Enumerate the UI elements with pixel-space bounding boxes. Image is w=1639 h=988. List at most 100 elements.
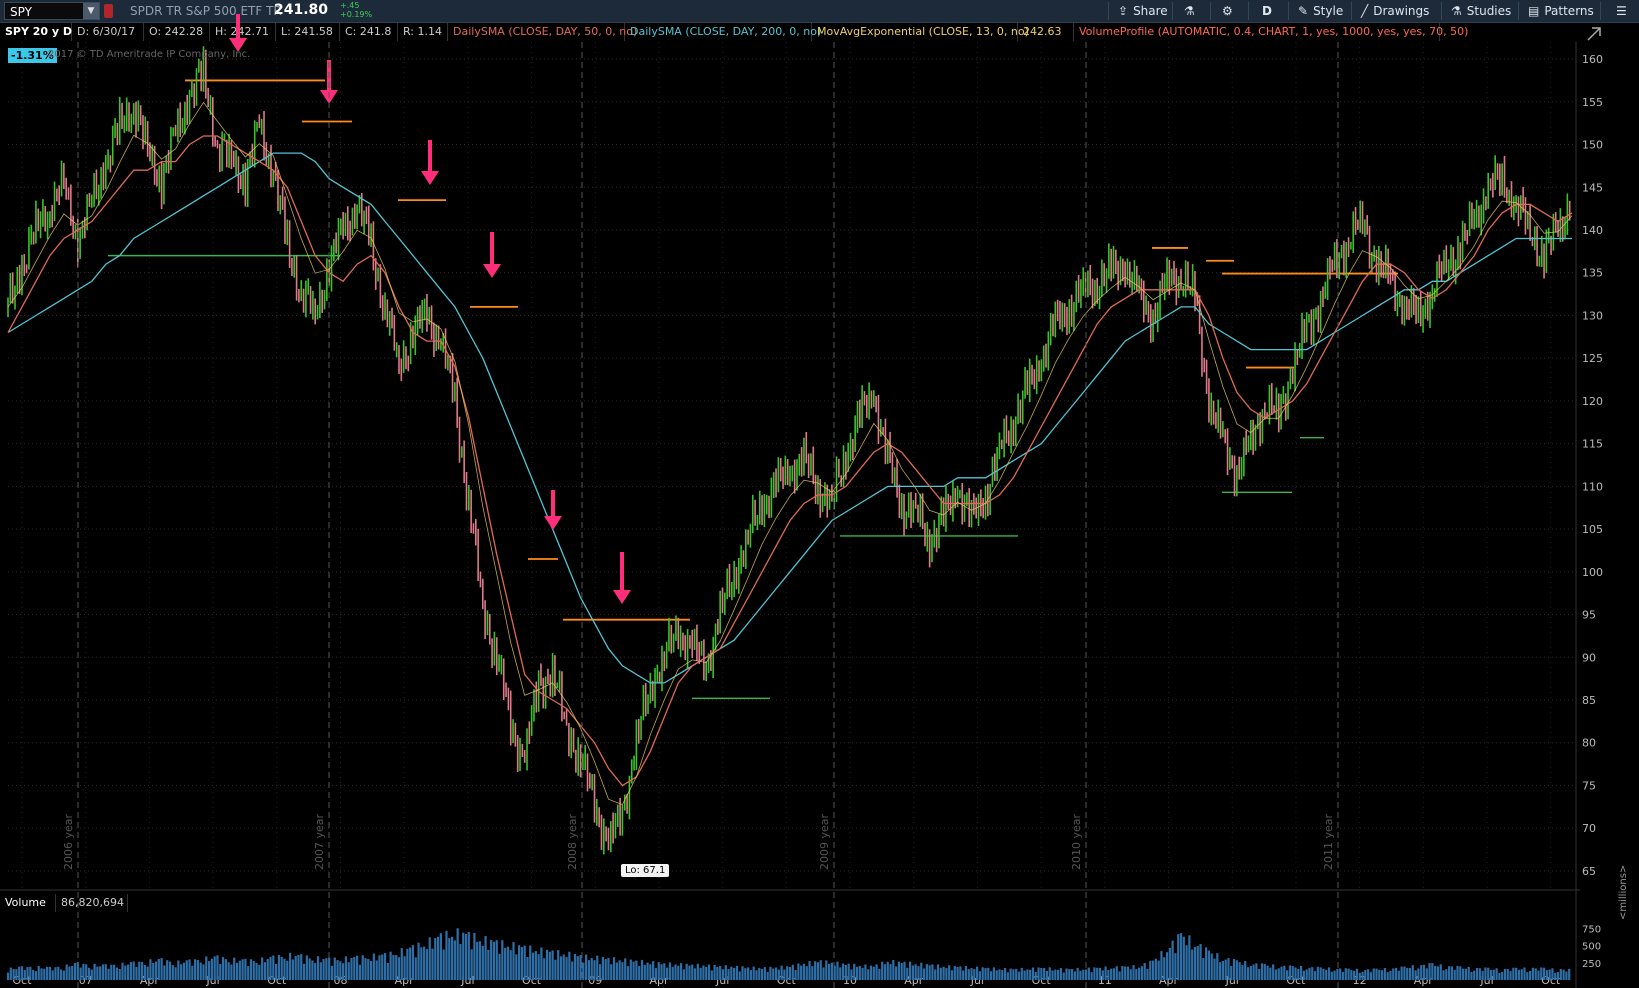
volume-value: 86,820,694 [56,894,128,912]
flask-studies-icon: ⚗ [1451,4,1462,18]
price-tick-label: 105 [1582,523,1603,536]
time-tick-label: Jul [1479,974,1493,987]
alert-flag-icon[interactable] [104,4,113,18]
time-tick-label: Apr [1159,974,1179,987]
time-tick-label: Apr [140,974,160,987]
share-label: Share [1133,4,1168,18]
style-icon: ✎ [1298,4,1309,18]
down-arrow-head-icon [613,590,631,604]
price-change: +.45 +0.19% [340,1,372,19]
period-button[interactable]: D [1262,4,1272,18]
time-tick-label: 12 [1353,974,1367,987]
menu-button[interactable]: ☰ [1616,0,1632,22]
bar-open: O: 242.28 [144,23,210,41]
time-tick-label: Apr [904,974,924,987]
last-price: 241.80 [274,2,329,18]
study-volume-profile[interactable]: VolumeProfile (AUTOMATIC, 0.4, CHART, 1,… [1074,23,1468,41]
price-tick-label: 150 [1582,139,1603,152]
price-tick-label: 160 [1582,53,1603,66]
pencil-icon: ╱ [1361,4,1369,18]
chart-grid [0,42,1580,988]
year-markers: 2006 year 2007 year 2008 year 2009 year 2010… [62,42,1339,988]
price-tick-label: 70 [1582,822,1596,835]
price-tick-label: 80 [1582,737,1596,750]
year-marker-label: 2006 year [62,813,75,870]
price-tick-label: 65 [1582,865,1596,878]
price-tick-label: 140 [1582,224,1603,237]
year-marker-label: 2011 year [1322,813,1335,870]
toolbar-divider [1600,2,1601,20]
bar-close: C: 241.8 [340,23,398,41]
time-tick-label: Oct [1286,974,1306,987]
toolbar-divider [1108,2,1109,20]
price-change-abs: +.45 [340,1,360,10]
toolbar-divider [1351,2,1352,20]
study-sma50[interactable]: DailySMA (CLOSE, DAY, 50, 0, no) [448,23,637,41]
bar-low: L: 241.58 [276,23,340,41]
price-tick-label: 120 [1582,395,1603,408]
price-tick-label: 115 [1582,438,1603,451]
price-tick-label: 110 [1582,480,1603,493]
down-arrow-head-icon [421,171,439,185]
symbol-input[interactable]: SPY ▼ [4,2,100,20]
patterns-button[interactable]: ▤ Patterns [1528,0,1594,22]
flask-button[interactable]: ⚗ [1184,0,1200,22]
time-tick-label: 10 [843,974,857,987]
ema13-line [7,101,1573,806]
time-tick-label: 11 [1098,974,1112,987]
time-tick-label: 09 [588,974,602,987]
toolbar-divider [1441,2,1442,20]
down-arrow-head-icon [544,516,562,530]
year-marker-label: 2010 year [1070,813,1083,870]
price-tick-label: 145 [1582,181,1603,194]
time-tick-label: Jul [1225,974,1239,987]
time-tick-label: 08 [333,974,347,987]
studies-button[interactable]: ⚗ Studies [1451,0,1511,22]
top-toolbar: SPY ▼ SPDR TR S&P 500 ETF TR 241.80 +.45… [0,0,1639,23]
price-tick-label: 155 [1582,96,1603,109]
sma200-line [7,152,1572,684]
moving-averages [7,101,1573,806]
study-ema13[interactable]: MovAvgExponential (CLOSE, 13, 0, no) [812,23,1029,41]
annotation-arrows [229,14,631,604]
study-ema13-value: 242.63 [1018,23,1074,41]
price-tick-label: 85 [1582,694,1596,707]
chart-info-bar: SPY 20 y D D: 6/30/17 O: 242.28 H: 242.7… [0,23,1580,41]
volume-units: <millions> [1618,864,1629,920]
drawings-button[interactable]: ╱ Drawings [1361,0,1429,22]
copyright-text: 2017 © TD Ameritrade IP Company, Inc. [48,49,251,60]
time-tick-label: Oct [1541,974,1561,987]
time-tick-label: 07 [79,974,93,987]
year-marker-label: 2007 year [313,813,326,870]
year-marker-label: 2008 year [566,813,579,870]
time-tick-label: Oct [12,974,32,987]
symbol-text: SPY [10,5,32,19]
study-sma200[interactable]: DailySMA (CLOSE, DAY, 200, 0, no) [625,23,821,41]
symbol-dropdown-icon[interactable]: ▼ [83,3,99,19]
price-tick-label: 95 [1582,609,1596,622]
menu-icon: ☰ [1616,4,1627,18]
flask-icon: ⚗ [1184,4,1195,18]
time-tick-label: Oct [267,974,287,987]
time-tick-label: Apr [649,974,669,987]
chart-spec[interactable]: SPY 20 y D [0,23,72,41]
time-tick-label: Oct [522,974,542,987]
toolbar-divider [1210,2,1211,20]
price-tick-label: 135 [1582,267,1603,280]
price-tick-label: 100 [1582,566,1603,579]
toolbar-divider [1248,2,1249,20]
volume-label[interactable]: Volume [0,894,56,912]
share-button[interactable]: ⇪ Share [1118,0,1168,22]
toolbar-divider [1288,2,1289,20]
time-axis: Oct 07 Apr Jul Oct 08 Apr Jul Oct 09 Apr Jul Oct 10 Ap… [12,974,1560,987]
price-candles [7,46,1571,855]
gear-icon: ⚙ [1222,4,1233,18]
volume-axis: 750 500 250 [1582,924,1601,969]
style-button[interactable]: ✎ Style [1298,0,1343,22]
price-axis: 160 155 150 145 140 135 130 125 120 115 110 105 100 9… [1582,27,1603,878]
price-tick-label: 90 [1582,651,1596,664]
settings-button[interactable]: ⚙ [1222,0,1238,22]
support-resistance-lines [108,79,1398,699]
time-tick-label: Jul [205,974,219,987]
